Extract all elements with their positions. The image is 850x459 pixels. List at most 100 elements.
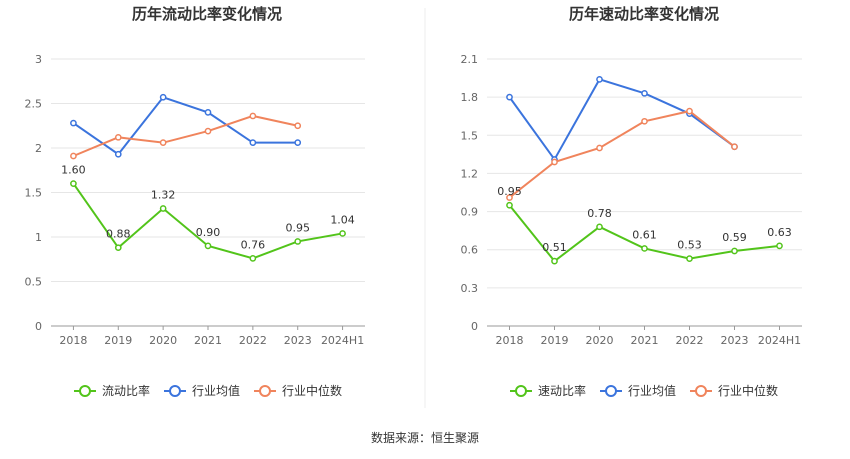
data-point-median <box>731 143 738 151</box>
data-label: 0.90 <box>196 226 221 239</box>
x-tick-label: 2019 <box>104 334 132 347</box>
y-tick-label: 2 <box>35 142 42 155</box>
y-tick-label: 0 <box>35 320 42 333</box>
series-line-median <box>508 110 736 199</box>
data-point-avg <box>506 93 513 101</box>
y-tick-label: 1.5 <box>25 187 43 200</box>
data-point-ratio <box>596 223 603 231</box>
series-line-avg <box>508 78 736 162</box>
y-tick-label: 1.2 <box>461 167 479 180</box>
data-point-median <box>506 194 513 201</box>
x-tick-label: 2019 <box>541 334 569 347</box>
data-point-median <box>249 112 257 120</box>
data-point-ratio <box>731 247 738 255</box>
data-label: 0.95 <box>285 221 310 234</box>
legend-label: 流动比率 <box>102 383 150 398</box>
x-tick-label: 2021 <box>631 334 659 347</box>
data-label: 0.63 <box>767 226 792 239</box>
data-label: 0.76 <box>241 238 266 251</box>
x-tick-label: 2021 <box>194 334 222 347</box>
data-point-avg <box>70 119 77 127</box>
legend-marker <box>259 385 271 397</box>
data-point-ratio <box>114 244 122 252</box>
legend-marker <box>695 385 707 397</box>
data-point-ratio <box>159 205 167 212</box>
data-label: 1.32 <box>151 189 176 202</box>
y-tick-label: 0 <box>471 320 478 333</box>
current-ratio-chart: 历年流动比率变化情况 0 0.5 1 1.5 2 2.5 3 2018 2019 2020 2021 2… <box>25 5 365 398</box>
data-point-median <box>114 133 122 141</box>
data-point-avg <box>204 109 212 116</box>
data-label: 1.04 <box>330 213 355 226</box>
legend-item-median[interactable]: 行业中位数 <box>254 383 342 398</box>
data-point-ratio <box>294 238 302 245</box>
y-tick-label: 1.5 <box>461 129 479 142</box>
legend-item-ratio[interactable]: 流动比率 <box>74 383 150 398</box>
data-label: 1.60 <box>61 164 86 177</box>
data-point-median <box>686 107 693 115</box>
x-tick-label: 2023 <box>721 334 749 347</box>
legend-label: 行业中位数 <box>718 383 778 398</box>
data-label: 0.88 <box>106 228 131 241</box>
data-point-avg <box>159 93 167 101</box>
legend-item-ratio[interactable]: 速动比率 <box>510 383 586 398</box>
data-point-median <box>159 139 167 147</box>
chart-title: 历年流动比率变化情况 <box>132 5 282 23</box>
legend-item-avg[interactable]: 行业均值 <box>600 383 676 398</box>
data-point-median <box>70 152 77 160</box>
legend-label: 行业均值 <box>628 383 676 398</box>
data-label: 0.53 <box>677 239 702 252</box>
data-point-median <box>204 127 212 135</box>
data-point-ratio <box>204 242 212 250</box>
data-point-avg <box>641 89 648 97</box>
data-point-ratio <box>70 180 77 187</box>
quick-ratio-chart: 历年速动比率变化情况 0 0.3 0.6 0.9 1.2 1.5 1.8 2.1 2018 2019… <box>461 5 802 398</box>
legend-marker <box>169 385 181 397</box>
source-label: 数据来源：恒生聚源 <box>371 430 479 445</box>
data-point-avg <box>114 150 122 158</box>
data-point-avg <box>249 139 257 147</box>
x-tick-label: 2024H1 <box>758 334 801 347</box>
series-line-median <box>73 114 298 157</box>
y-tick-label: 1 <box>35 231 42 244</box>
legend-marker <box>515 385 527 397</box>
y-tick-label: 0.6 <box>461 244 479 257</box>
chart-title: 历年速动比率变化情况 <box>569 5 719 23</box>
x-tick-label: 2020 <box>149 334 177 347</box>
legend-label: 行业中位数 <box>282 383 342 398</box>
legend-item-avg[interactable]: 行业均值 <box>164 383 240 398</box>
data-label: 0.59 <box>722 231 747 244</box>
data-point-ratio <box>551 257 558 265</box>
y-tick-label: 2.5 <box>25 98 43 111</box>
data-point-ratio <box>641 245 648 252</box>
data-point-median <box>641 117 648 125</box>
y-tick-label: 1.8 <box>461 91 479 104</box>
data-label: 0.95 <box>497 185 522 198</box>
x-tick-label: 2023 <box>284 334 312 347</box>
data-point-ratio <box>249 255 257 262</box>
data-point-ratio <box>339 230 346 237</box>
x-tick-label: 2018 <box>496 334 524 347</box>
x-tick-label: 2020 <box>586 334 614 347</box>
data-point-median <box>551 158 558 166</box>
y-tick-label: 2.1 <box>461 53 479 66</box>
legend-marker <box>605 385 617 397</box>
legend-label: 速动比率 <box>538 383 586 398</box>
data-label: 0.51 <box>542 241 567 254</box>
y-tick-label: 3 <box>35 53 42 66</box>
data-label: 0.78 <box>587 207 612 220</box>
data-point-ratio <box>506 201 513 209</box>
data-point-median <box>294 122 302 130</box>
data-point-ratio <box>686 255 693 262</box>
x-tick-label: 2018 <box>59 334 87 347</box>
y-tick-label: 0.9 <box>461 206 479 219</box>
x-tick-label: 2022 <box>239 334 267 347</box>
data-point-avg <box>596 75 603 83</box>
legend-item-median[interactable]: 行业中位数 <box>690 383 778 398</box>
data-point-ratio <box>776 242 783 250</box>
y-tick-label: 0.3 <box>461 282 479 295</box>
data-point-avg <box>294 139 302 147</box>
data-point-median <box>596 144 603 152</box>
x-tick-label: 2024H1 <box>321 334 364 347</box>
